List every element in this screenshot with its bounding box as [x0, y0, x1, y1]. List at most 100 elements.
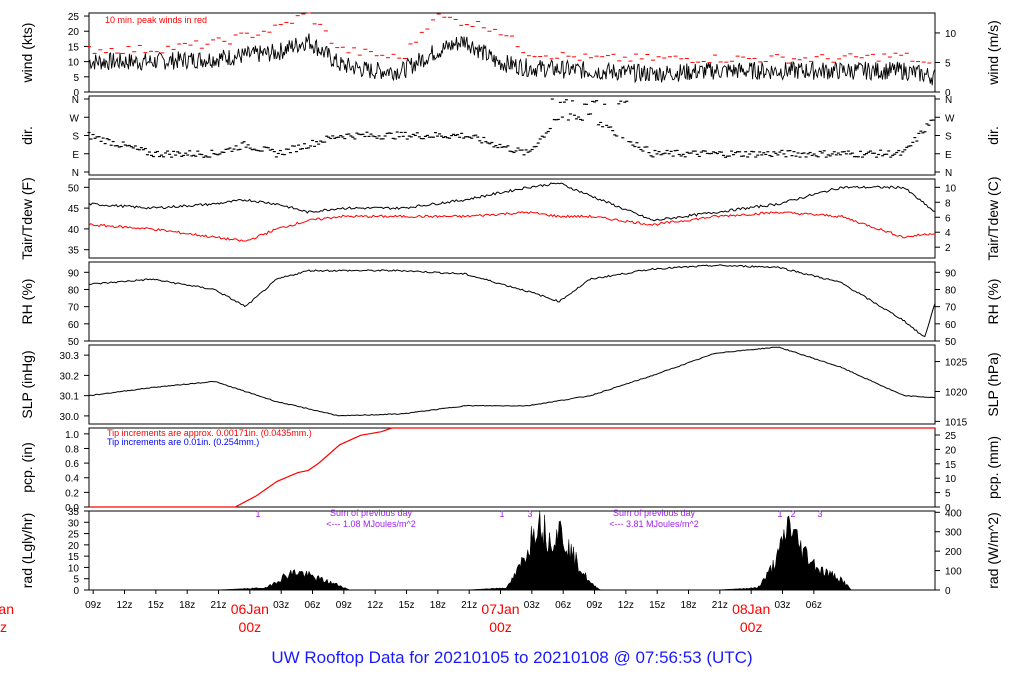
temp-ytick-label: 35 [68, 246, 80, 257]
x-tick-label: 03z [273, 600, 289, 611]
rad-annotation-4: <--- 3.81 MJoules/m^2 [609, 519, 699, 529]
date-label-day: 06Jan [231, 601, 269, 617]
rad-annotation-2: <--- 1.08 MJoules/m^2 [326, 519, 416, 529]
temp-ytick-label: 50 [68, 183, 80, 194]
pcp-ytick-label-right: 20 [945, 445, 957, 456]
rad-ylabel-right: rad (W/m^2) [985, 512, 1001, 589]
wind-ytick-label-right: 5 [945, 58, 951, 69]
rad-ylabel: rad (Lgly/hr) [19, 513, 35, 588]
rad-ytick-label: 25 [68, 530, 80, 541]
pcp-ylabel: pcp. (in) [19, 442, 35, 493]
date-label-time: 00z [489, 619, 512, 635]
temp-air-line [88, 182, 935, 222]
slp-ytick-label: 30.1 [60, 392, 80, 403]
wind-ytick-label: 0 [73, 88, 79, 99]
x-tick-label: 03z [774, 600, 790, 611]
dir-ytick-label-right: W [945, 113, 955, 124]
wind-annotation: 10 min. peak winds in red [105, 15, 207, 25]
pcp-ytick-label: 0.8 [65, 444, 79, 455]
rh-line [88, 264, 936, 338]
rh-ytick-label-right: 50 [945, 337, 957, 348]
pcp-ytick-label-right: 15 [945, 460, 957, 471]
x-tick-label: 15z [148, 600, 164, 611]
dir-ytick-label-right: S [945, 132, 952, 143]
dir-ytick-label: S [72, 132, 79, 143]
rh-ytick-label: 70 [68, 303, 80, 314]
pcp-annotation-blue: Tip increments are 0.01in. (0.254mm.) [107, 437, 259, 447]
x-tick-label: 03z [524, 600, 540, 611]
temp-panel-frame [88, 178, 936, 259]
rad-ytick-label-right: 100 [945, 567, 962, 578]
dir-panel-frame [88, 95, 936, 176]
x-tick-label: 21z [210, 600, 226, 611]
date-label-time: 00z [239, 619, 262, 635]
pcp-ytick-label: 0.4 [65, 474, 79, 485]
slp-ytick-label: 30.0 [60, 412, 80, 423]
rh-ytick-label: 80 [68, 285, 80, 296]
dir-ytick-label-right: N [945, 168, 952, 179]
x-tick-label: 18z [179, 600, 195, 611]
x-tick-label: 12z [116, 600, 132, 611]
rh-ytick-label: 50 [68, 337, 80, 348]
pcp-ytick-label-right: 10 [945, 474, 957, 485]
slp-ylabel-right: SLP (hPa) [985, 352, 1001, 416]
dir-ylabel: dir. [19, 126, 35, 145]
rh-ytick-label-right: 70 [945, 303, 957, 314]
x-tick-label: 12z [367, 600, 383, 611]
temp-ytick-label-right: 8 [945, 198, 951, 209]
wind-ylabel-right: wind (m/s) [985, 20, 1001, 86]
x-tick-label: 09z [586, 600, 602, 611]
rad-ytick-label: 5 [73, 575, 79, 586]
edge-date-label-time: 00z [0, 619, 7, 635]
dir-ytick-label-right: E [945, 150, 952, 161]
dir-ytick-label: N [72, 95, 79, 106]
rad-marker: 1 [777, 509, 782, 519]
rh-ytick-label: 90 [68, 268, 80, 279]
wind-ytick-label: 5 [73, 73, 79, 84]
slp-ytick-label: 30.3 [60, 351, 80, 362]
pcp-ytick-label-right: 25 [945, 431, 957, 442]
temp-ytick-label-right: 6 [945, 213, 951, 224]
pcp-ytick-label: 0.2 [65, 488, 79, 499]
pcp-ytick-label: 0.6 [65, 459, 79, 470]
rad-ytick-label: 0 [73, 586, 79, 597]
x-tick-label: 18z [430, 600, 446, 611]
slp-ytick-label-right: 1020 [945, 387, 968, 398]
rad-ytick-label: 30 [68, 518, 80, 529]
x-tick-label: 06z [304, 600, 320, 611]
date-label-day: 08Jan [732, 601, 770, 617]
slp-ytick-label: 30.2 [60, 371, 80, 382]
x-tick-label: 18z [680, 600, 696, 611]
x-tick-label: 21z [461, 600, 477, 611]
x-tick-label: 06z [555, 600, 571, 611]
x-tick-label: 15z [398, 600, 414, 611]
dir-ytick-label-right: N [945, 95, 952, 106]
x-tick-label: 15z [649, 600, 665, 611]
pcp-ytick-label-right: 0 [945, 503, 951, 514]
temp-ytick-label-right: 4 [945, 228, 951, 239]
x-tick-label: 12z [618, 600, 634, 611]
temp-ytick-label-right: 10 [945, 183, 957, 194]
rh-ytick-label-right: 90 [945, 268, 957, 279]
pcp-ytick-label: 0.0 [65, 503, 79, 514]
temp-ytick-label-right: 2 [945, 243, 951, 254]
wind-ylabel: wind (kts) [19, 23, 35, 84]
rad-marker: 3 [817, 509, 822, 519]
date-label-time: 00z [740, 619, 763, 635]
pcp-line [89, 427, 935, 508]
dir-ytick-label: W [70, 113, 80, 124]
pcp-ytick-label: 1.0 [65, 430, 79, 441]
x-tick-label: 09z [85, 600, 101, 611]
rad-ytick-label: 15 [68, 552, 80, 563]
slp-ylabel: SLP (inHg) [19, 350, 35, 418]
rad-marker: 1 [255, 509, 260, 519]
wind-ytick-label: 15 [68, 42, 80, 53]
footer-title: UW Rooftop Data for 20210105 to 20210108… [271, 648, 753, 667]
temp-ytick-label: 45 [68, 204, 80, 215]
rh-ytick-label-right: 80 [945, 285, 957, 296]
dir-ytick-label: E [72, 150, 79, 161]
temp-ylabel: Tair/Tdew (F) [19, 177, 35, 259]
rad-annotation-3: Sum of previous day [613, 508, 696, 518]
wind-ytick-label-right: 0 [945, 88, 951, 99]
